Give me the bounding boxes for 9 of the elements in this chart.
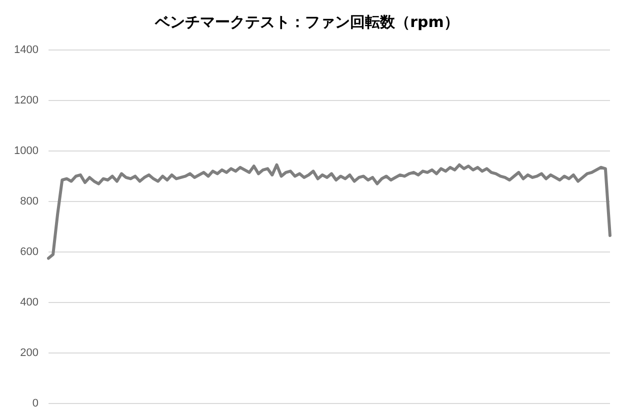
y-tick-label: 200 bbox=[20, 346, 38, 359]
y-tick-label: 1200 bbox=[14, 94, 38, 107]
y-tick-label: 1000 bbox=[14, 145, 38, 158]
y-tick-label: 400 bbox=[20, 296, 38, 308]
chart-title: ベンチマークテスト：ファン回転数（rpm） bbox=[154, 12, 459, 31]
y-tick-label: 0 bbox=[32, 397, 38, 410]
y-tick-label: 1400 bbox=[14, 44, 38, 56]
y-tick-label: 600 bbox=[20, 246, 38, 258]
y-tick-label: 800 bbox=[20, 195, 38, 208]
